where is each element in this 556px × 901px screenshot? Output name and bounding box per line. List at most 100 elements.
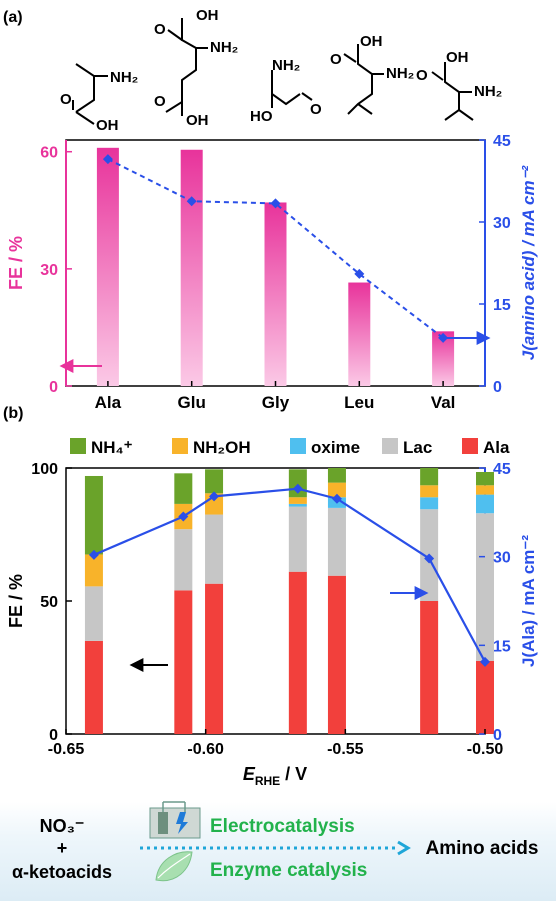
a-xtick-label-Val: Val [431,393,456,412]
bar-NH₄⁺-1 [174,473,193,504]
chart-a: 0 30 60 0 15 30 45 Ala Glu Gly Leu Val FE / % J(a… [6,133,538,412]
leu-nh2: NH₂ [386,65,414,82]
a-ytick-label: 30 [40,262,58,279]
val-oh: OH [446,49,469,66]
bar-Ala-3 [288,571,307,734]
b-j-point-3 [292,483,303,494]
bar-Glu [180,149,203,386]
panel-b-label: (b) [3,405,23,422]
bar-NH₂OH-6 [476,485,494,495]
glycine-structure [271,70,313,108]
a-j-point-Leu [354,268,365,279]
a-y2tick-label: 30 [493,215,511,232]
bar-NH₂OH-4 [327,482,346,498]
electrolyzer-icon [149,801,201,839]
scheme-product: Amino acids [426,838,539,859]
bar-Lac-3 [288,506,307,572]
glu-o-bottom: O [154,93,166,110]
bar-Ala-5 [420,601,439,734]
scheme-arrowhead [397,840,411,856]
bar-Lac-2 [205,514,224,584]
scheme-reactant2: α-ketoacids [12,862,112,882]
gly-nh2: NH₂ [272,57,300,74]
glu-nh2: NH₂ [210,39,238,56]
b-y2tick-label: 30 [493,550,511,567]
scheme-reactant1: NO₃⁻ [40,816,85,836]
chart-b-xlabel: ERHE / V [243,764,307,788]
bar-Lac-1 [174,529,193,591]
bar-Ala [96,147,119,386]
legend-swatch-3 [382,438,398,454]
b-ytick-label: 100 [31,461,58,478]
chart-b-y2label: J(Ala) / mA cm⁻² [519,535,538,667]
a-ytick-label: 0 [49,379,58,396]
b-xtick-label: -0.65 [48,741,85,758]
bar-Ala-0 [84,640,103,734]
a-j-point-Ala [102,154,113,165]
a-y2tick-label: 0 [493,379,502,396]
bar-NH₂OH-3 [288,497,307,504]
legend-swatch-2 [290,438,306,454]
chart-b-legend: NH₄⁺ NH₂OH oxime Lac Ala [70,438,510,457]
scheme-background [0,802,556,901]
chart-b-ylabel: FE / % [6,574,26,628]
bar-Leu [348,282,371,386]
bar-Val [432,331,455,386]
reaction-scheme: NO₃⁻ + α-ketoacids Electrocatalysis Enzy… [12,801,539,882]
bar-NH₄⁺-6 [476,471,494,486]
a-y2tick-label: 15 [493,297,511,314]
legend-swatch-0 [70,438,86,454]
glutamic-acid-structure [165,18,208,116]
panel-a-label: (a) [3,9,23,26]
legend-label-4: Ala [483,438,510,457]
b-xtick-label: -0.55 [327,741,364,758]
chart-a-ylabel: FE / % [6,236,26,290]
legend-swatch-4 [462,438,478,454]
leu-oh: OH [360,33,383,50]
b-j-point-5 [424,553,435,564]
scheme-plus: + [57,838,68,858]
alanine-o: O [60,91,72,108]
b-j-point-0 [88,549,99,560]
a-xtick-label-Leu: Leu [344,393,374,412]
glu-oh-top: OH [196,7,219,24]
legend-label-2: oxime [311,438,360,457]
a-xtick-label-Glu: Glu [178,393,206,412]
a-j-point-Gly [270,198,281,209]
bar-Ala-4 [327,575,346,734]
chart-b: 0 50 100 0 15 30 45 -0.65 -0.60 -0.55 -0.50 FE /… [6,461,538,788]
b-y2tick-label: 45 [493,461,511,478]
legend-label-0: NH₄⁺ [91,438,133,457]
bar-Ala-1 [174,590,193,734]
alanine-nh2: NH₂ [110,69,138,86]
leaf-icon [155,851,193,882]
gly-o: O [310,101,322,118]
b-j-point-6 [480,656,490,667]
legend-swatch-1 [172,438,188,454]
bar-NH₂OH-5 [420,485,439,498]
glu-oh-bottom: OH [186,112,209,129]
bar-Lac-4 [327,507,346,576]
bar-Lac-6 [476,513,494,661]
b-ytick-label: 50 [40,594,58,611]
bar-oxime-3 [288,503,307,507]
bar-oxime-6 [476,494,494,514]
b-y2tick-label: 15 [493,638,511,655]
b-ytick-label: 0 [49,727,58,744]
gly-ho: HO [250,108,273,125]
a-xtick-label-Gly: Gly [262,393,290,412]
a-ytick-label: 60 [40,145,58,162]
leu-o: O [330,51,342,68]
a-j-point-Glu [186,196,197,207]
alanine-oh: OH [96,117,119,134]
legend-label-1: NH₂OH [193,438,251,457]
a-xtick-label-Ala: Ala [95,393,122,412]
glu-o-top: O [154,21,166,38]
bar-Ala-6 [476,660,494,734]
b-j-point-4 [331,493,342,504]
b-xtick-label: -0.50 [467,741,504,758]
scheme-process2: Enzyme catalysis [210,860,367,881]
valine-structure [431,62,474,121]
val-nh2: NH₂ [474,83,502,100]
